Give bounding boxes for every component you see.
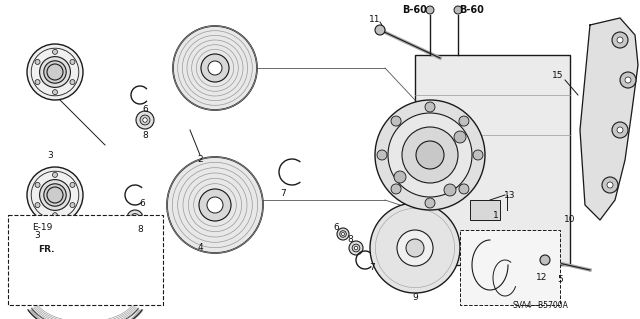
Text: 5: 5 bbox=[557, 276, 563, 285]
Circle shape bbox=[370, 203, 460, 293]
Circle shape bbox=[340, 231, 346, 237]
Circle shape bbox=[70, 182, 75, 188]
Circle shape bbox=[47, 64, 63, 80]
Circle shape bbox=[426, 6, 434, 14]
Circle shape bbox=[70, 59, 75, 64]
Circle shape bbox=[35, 59, 40, 64]
Circle shape bbox=[375, 100, 485, 210]
Text: 10: 10 bbox=[564, 216, 576, 225]
Circle shape bbox=[617, 37, 623, 43]
Circle shape bbox=[397, 230, 433, 266]
Circle shape bbox=[70, 203, 75, 208]
Text: FR.: FR. bbox=[38, 246, 54, 255]
Text: B-60: B-60 bbox=[460, 5, 484, 15]
Text: 6: 6 bbox=[333, 222, 339, 232]
Circle shape bbox=[620, 72, 636, 88]
Circle shape bbox=[402, 127, 458, 183]
Text: 7: 7 bbox=[369, 263, 375, 272]
Circle shape bbox=[199, 189, 231, 221]
Circle shape bbox=[391, 116, 401, 126]
Circle shape bbox=[425, 198, 435, 208]
Circle shape bbox=[52, 49, 58, 54]
Circle shape bbox=[52, 213, 58, 218]
Text: B-60: B-60 bbox=[403, 5, 428, 15]
Circle shape bbox=[47, 187, 63, 203]
Circle shape bbox=[540, 255, 550, 265]
Circle shape bbox=[143, 118, 147, 122]
Circle shape bbox=[201, 54, 229, 82]
Circle shape bbox=[625, 77, 631, 83]
Circle shape bbox=[602, 177, 618, 193]
Circle shape bbox=[406, 239, 424, 257]
Circle shape bbox=[388, 113, 472, 197]
Circle shape bbox=[352, 244, 360, 252]
Circle shape bbox=[444, 184, 456, 196]
Circle shape bbox=[27, 167, 83, 223]
Circle shape bbox=[375, 25, 385, 35]
Text: 2: 2 bbox=[197, 155, 203, 165]
Circle shape bbox=[612, 122, 628, 138]
Circle shape bbox=[133, 216, 137, 220]
Text: 4: 4 bbox=[197, 242, 203, 251]
Circle shape bbox=[377, 150, 387, 160]
Text: 6: 6 bbox=[139, 198, 145, 207]
Circle shape bbox=[52, 90, 58, 95]
Circle shape bbox=[617, 127, 623, 133]
Circle shape bbox=[173, 26, 257, 110]
Circle shape bbox=[140, 115, 150, 125]
Circle shape bbox=[127, 210, 143, 226]
Text: 13: 13 bbox=[504, 190, 516, 199]
Circle shape bbox=[52, 172, 58, 177]
Text: 8: 8 bbox=[137, 226, 143, 234]
Circle shape bbox=[44, 184, 66, 206]
Circle shape bbox=[459, 184, 469, 194]
Circle shape bbox=[40, 56, 70, 87]
Text: 1: 1 bbox=[493, 211, 499, 219]
Circle shape bbox=[459, 116, 469, 126]
Circle shape bbox=[131, 214, 140, 222]
Circle shape bbox=[349, 241, 363, 255]
Text: 11: 11 bbox=[369, 16, 381, 25]
Circle shape bbox=[136, 111, 154, 129]
Circle shape bbox=[40, 180, 70, 211]
Bar bbox=[460, 230, 560, 305]
Circle shape bbox=[425, 102, 435, 112]
Text: 8: 8 bbox=[142, 130, 148, 139]
Circle shape bbox=[454, 131, 466, 143]
Circle shape bbox=[35, 79, 40, 85]
Polygon shape bbox=[580, 18, 638, 220]
Circle shape bbox=[607, 182, 613, 188]
Text: 15: 15 bbox=[552, 70, 564, 79]
Circle shape bbox=[337, 228, 349, 240]
Circle shape bbox=[394, 171, 406, 183]
Text: E-19: E-19 bbox=[32, 224, 52, 233]
Text: 6: 6 bbox=[142, 106, 148, 115]
Circle shape bbox=[208, 61, 222, 75]
Circle shape bbox=[70, 79, 75, 85]
Circle shape bbox=[612, 32, 628, 48]
Circle shape bbox=[27, 44, 83, 100]
Text: 7: 7 bbox=[280, 189, 286, 198]
Text: 9: 9 bbox=[412, 293, 418, 301]
Text: 3: 3 bbox=[47, 151, 53, 160]
Text: SVA4−B5700A: SVA4−B5700A bbox=[512, 300, 568, 309]
Circle shape bbox=[473, 150, 483, 160]
Circle shape bbox=[167, 157, 263, 253]
Bar bbox=[470, 200, 500, 220]
Circle shape bbox=[207, 197, 223, 213]
Circle shape bbox=[35, 182, 40, 188]
Text: 3: 3 bbox=[34, 231, 40, 240]
Circle shape bbox=[35, 203, 40, 208]
Circle shape bbox=[391, 184, 401, 194]
Circle shape bbox=[454, 6, 462, 14]
Text: 12: 12 bbox=[536, 273, 548, 283]
Circle shape bbox=[355, 246, 358, 250]
Bar bbox=[8, 215, 163, 305]
Circle shape bbox=[342, 233, 344, 235]
Circle shape bbox=[44, 61, 66, 83]
FancyBboxPatch shape bbox=[415, 55, 570, 265]
Text: 8: 8 bbox=[347, 235, 353, 244]
Circle shape bbox=[416, 141, 444, 169]
